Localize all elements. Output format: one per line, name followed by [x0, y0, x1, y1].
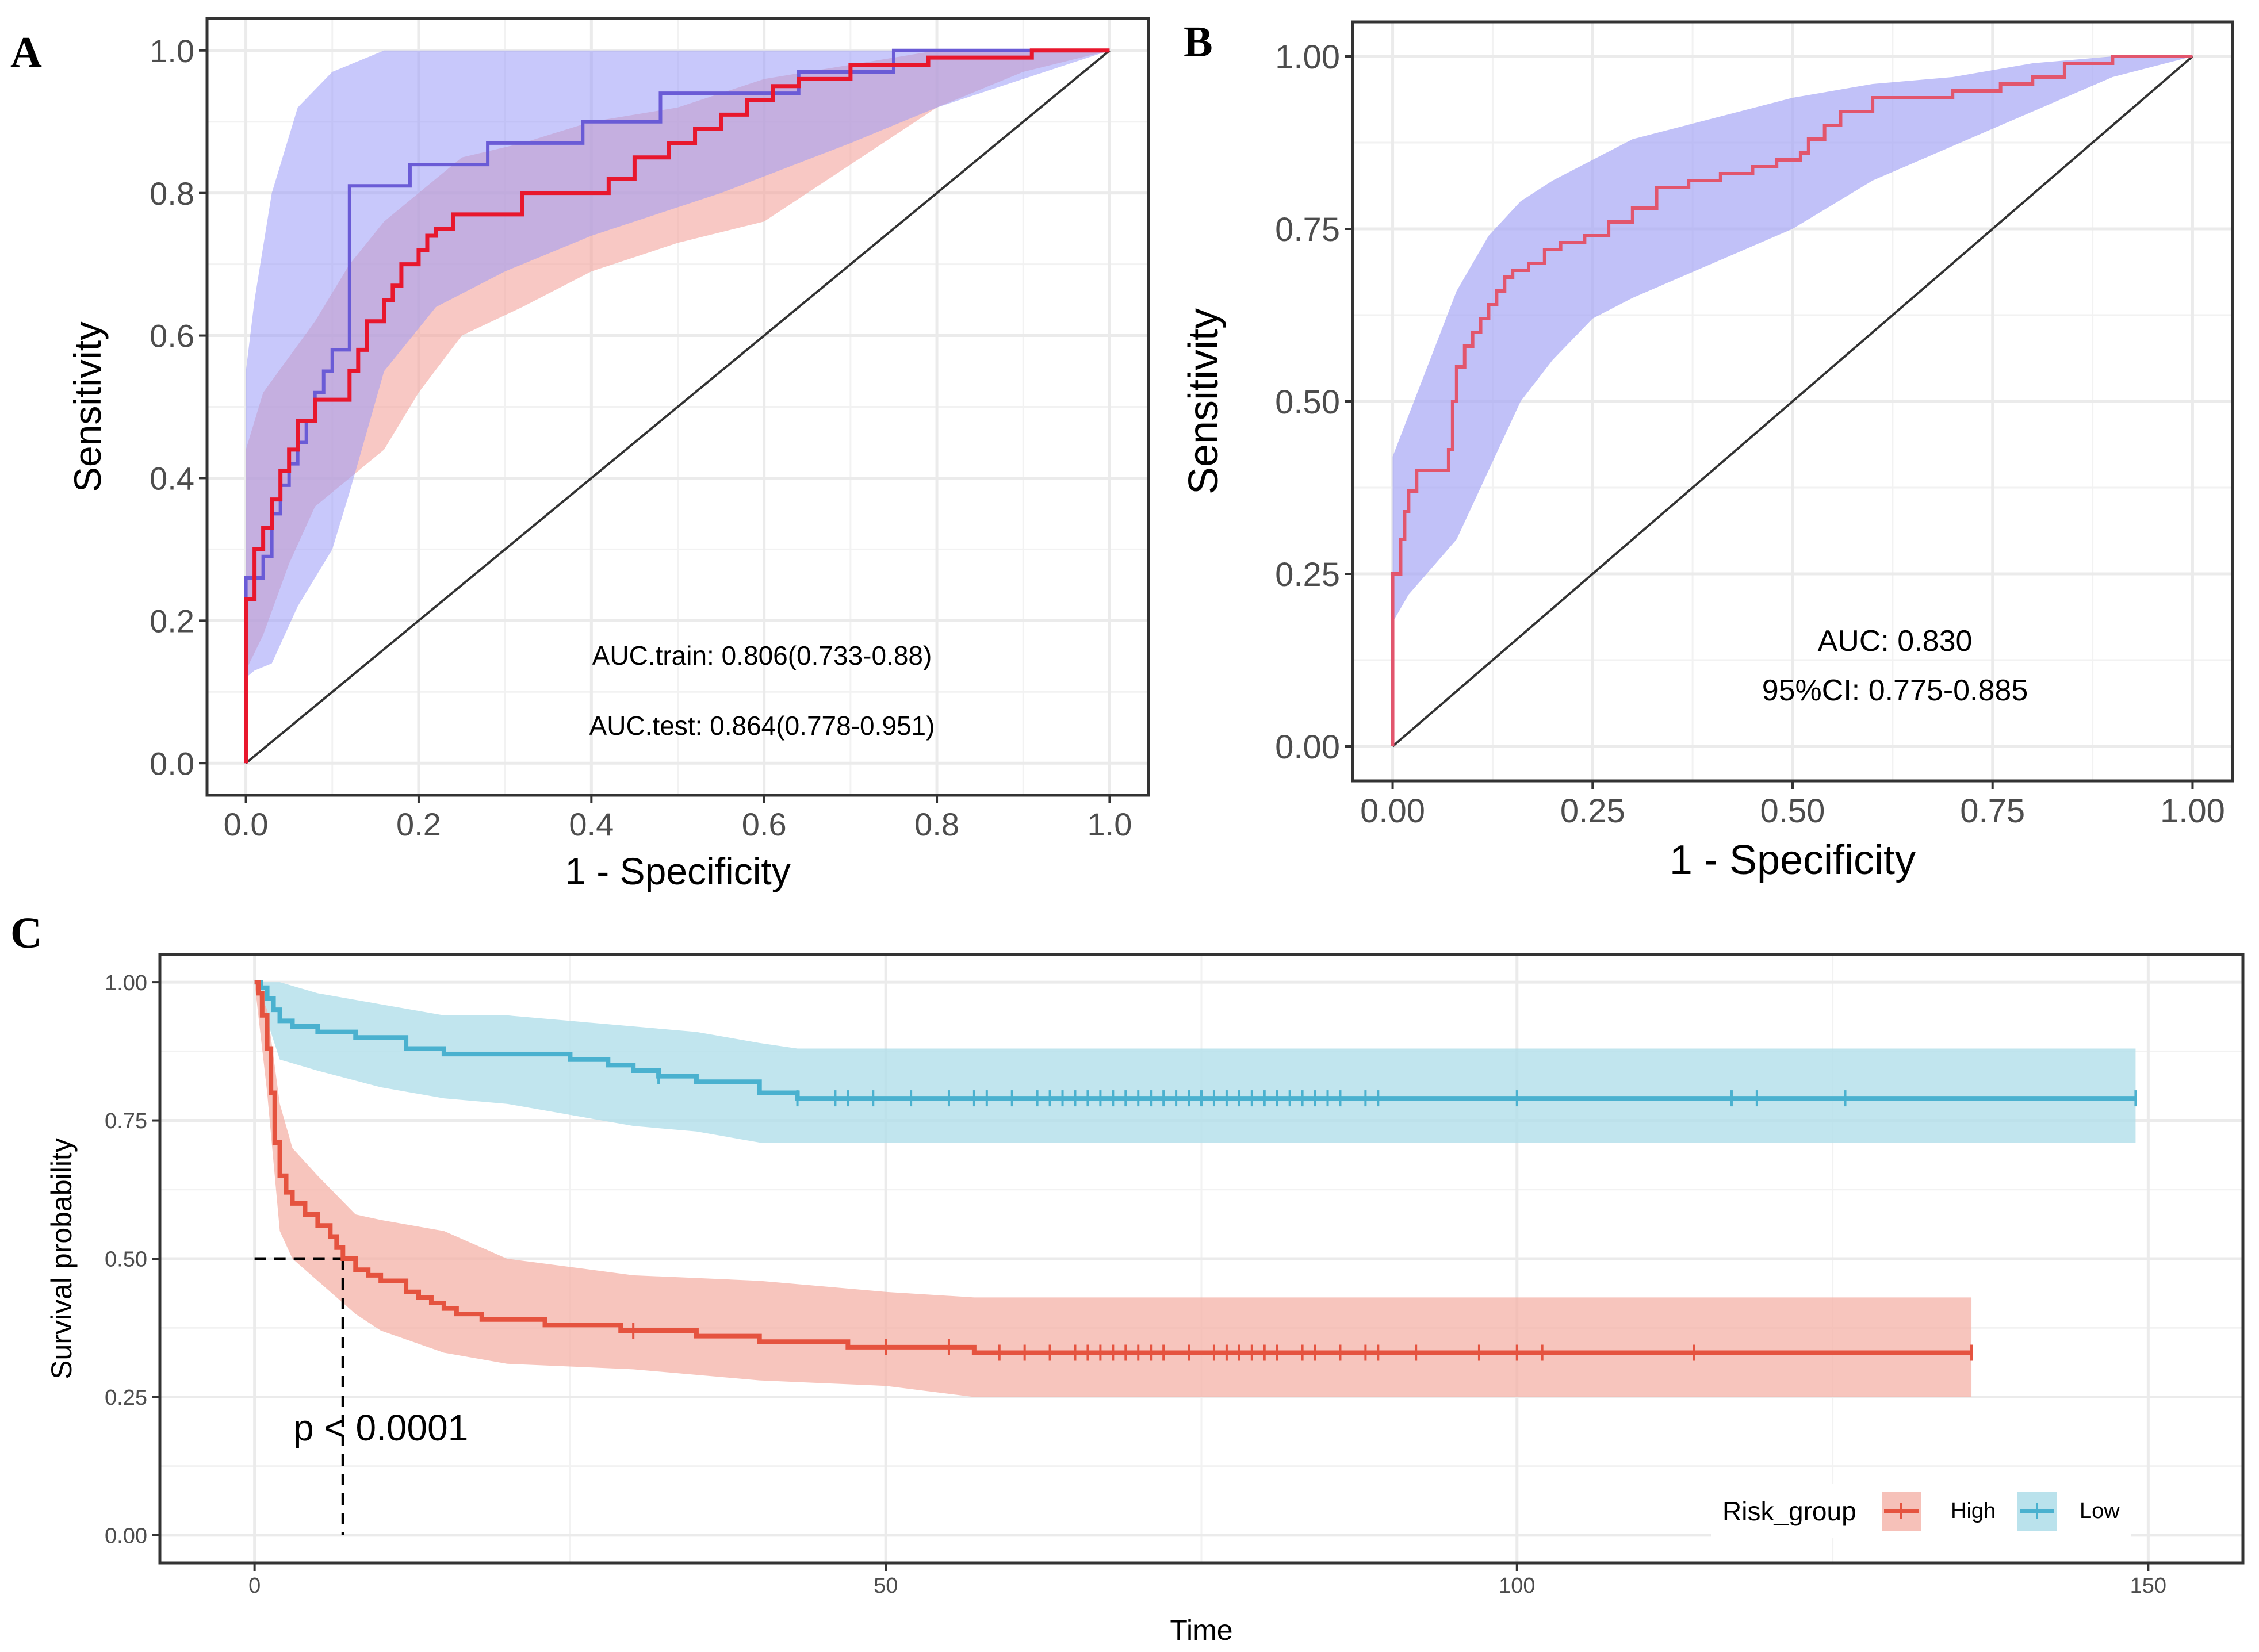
reference-diagonal [1392, 55, 2193, 748]
panel-label-b: B [1184, 18, 1213, 66]
y-tick-label: 0.0 [150, 745, 194, 781]
y-axis-title: Survival probability [45, 1138, 78, 1379]
x-tick-label: 0.75 [1960, 792, 2025, 830]
legend-title: Risk_group [1722, 1496, 1856, 1526]
roc-confidence-band [1392, 56, 2193, 622]
y-tick-label: 0.50 [1275, 384, 1340, 421]
y-axis-title: Sensitivity [66, 321, 109, 492]
legend: Risk_group High Low [1711, 1484, 2131, 1538]
panel-label-c: C [10, 909, 42, 957]
y-tick-label: 0.8 [150, 175, 194, 212]
y-tick-label: 0.4 [150, 461, 194, 497]
y-tick-label: 0.25 [1275, 556, 1340, 593]
roc-line [1391, 55, 2193, 746]
reference-diagonal [245, 49, 1111, 764]
low-survival-line [254, 980, 2136, 1101]
ci-label: 95%CI: 0.775-0.885 [1762, 674, 2028, 707]
plot-border [158, 953, 2245, 1565]
x-axis-title: Time [1170, 1614, 1232, 1646]
panel-label-a: A [10, 28, 42, 76]
p-value-label: p < 0.0001 [293, 1407, 468, 1448]
y-tick-label: 0.75 [105, 1109, 147, 1133]
train-roc-line [244, 48, 1110, 764]
train-confidence-band [246, 50, 1110, 678]
auc-train-label: AUC.train: 0.806(0.733-0.88) [592, 641, 932, 670]
x-axis-title: 1 - Specificity [1670, 837, 1916, 883]
x-tick-label: 0.4 [569, 806, 614, 842]
high-survival-line [254, 980, 1972, 1355]
x-tick-label: 1.00 [2160, 792, 2225, 830]
x-tick-label: 0.6 [742, 806, 787, 842]
y-tick-label: 1.0 [150, 33, 194, 69]
x-tick-label: 0.8 [914, 806, 959, 842]
x-tick-label: 0.0 [224, 806, 269, 842]
plot-border [205, 17, 1150, 797]
legend-label-low: Low [2080, 1499, 2120, 1523]
high-confidence-band [254, 982, 1972, 1397]
y-tick-label: 0.75 [1275, 211, 1340, 248]
legend-label-high: High [1951, 1499, 1996, 1523]
y-tick-label: 0.2 [150, 603, 194, 639]
auc-label: AUC: 0.830 [1818, 624, 1973, 658]
panel-a-chart: 0.0 0.2 0.4 0.6 0.8 1.0 0.0 0.2 0.4 0.6 0.8 1.0 1 - … [66, 17, 1150, 892]
x-tick-label: 0.00 [1360, 792, 1425, 830]
y-tick-label: 0.00 [105, 1524, 147, 1548]
x-tick-label: 100 [1499, 1574, 1535, 1598]
x-tick-label: 0.25 [1560, 792, 1625, 830]
y-tick-label: 0.50 [105, 1248, 147, 1272]
test-roc-line [244, 48, 1110, 764]
x-tick-label: 1.0 [1087, 806, 1132, 842]
y-tick-label: 0.00 [1275, 729, 1340, 766]
plot-border [1351, 20, 2234, 783]
y-tick-label: 0.6 [150, 318, 194, 354]
y-tick-label: 1.00 [105, 971, 147, 995]
y-tick-label: 1.00 [1275, 39, 1340, 76]
panel-c-chart: 0 50 100 150 0.00 0.25 0.50 0.75 1.00 Time Surviva… [45, 953, 2245, 1646]
x-tick-label: 50 [874, 1574, 898, 1598]
x-tick-label: 0.2 [396, 806, 441, 842]
auc-test-label: AUC.test: 0.864(0.778-0.951) [589, 711, 935, 741]
y-tick-label: 0.25 [105, 1386, 147, 1410]
x-tick-label: 0.50 [1760, 792, 1825, 830]
x-axis-title: 1 - Specificity [565, 850, 790, 892]
panel-b-chart: 0.00 0.25 0.50 0.75 1.00 0.00 0.25 0.50 0.75 1.00… [1181, 20, 2234, 883]
y-axis-title: Sensitivity [1181, 308, 1227, 495]
x-tick-label: 0 [248, 1574, 261, 1598]
low-confidence-band [254, 982, 2136, 1143]
x-tick-label: 150 [2130, 1574, 2166, 1598]
